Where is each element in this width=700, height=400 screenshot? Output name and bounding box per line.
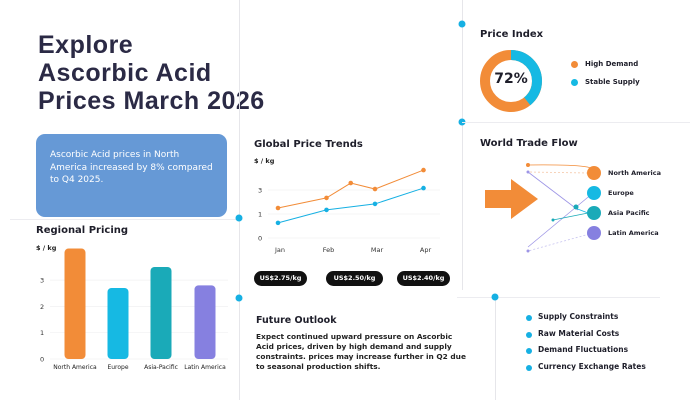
region-label: Asia Pacific bbox=[608, 209, 650, 217]
timeline-dot bbox=[235, 214, 243, 222]
flow-line bbox=[552, 212, 589, 221]
y-tick-label: 2 bbox=[40, 303, 44, 311]
region-node-asia-pacific bbox=[587, 206, 601, 220]
region-node-latin-america bbox=[587, 226, 601, 240]
highlight-box: Ascorbic Acid prices in North America in… bbox=[36, 134, 227, 217]
region-node-europe bbox=[587, 186, 601, 200]
legend-high-demand: High Demand bbox=[585, 60, 639, 68]
divider bbox=[495, 297, 496, 400]
title-line-2: Ascorbic Acid bbox=[38, 59, 212, 87]
x-tick-label: Latin America bbox=[184, 364, 226, 371]
factor-item: Demand Fluctuations bbox=[538, 345, 629, 354]
donut-slice-stable-supply bbox=[480, 50, 542, 112]
timeline-dot bbox=[491, 293, 499, 301]
bar-asia-pacific bbox=[150, 266, 172, 359]
line-chart: 0 1 3 Jan Feb Mar Apr bbox=[258, 167, 440, 254]
series-line-orange bbox=[277, 169, 424, 209]
data-point bbox=[348, 180, 354, 186]
bar-europe bbox=[107, 287, 129, 359]
timeline-dot bbox=[458, 20, 466, 28]
future-outlook-text: Expect continued upward pressure on Asco… bbox=[256, 332, 466, 371]
divider bbox=[462, 0, 463, 290]
y-tick-label: 1 bbox=[258, 211, 262, 219]
y-tick-label: 0 bbox=[40, 356, 44, 364]
bar-ylabel: $ / kg bbox=[36, 244, 57, 252]
bullet-icon bbox=[526, 365, 532, 371]
factor-item: Supply Constraints bbox=[538, 312, 619, 321]
donut-center-label: 72% bbox=[494, 71, 528, 87]
region-node-north-america bbox=[587, 166, 601, 180]
flow-line bbox=[527, 164, 594, 174]
region-label: North America bbox=[608, 169, 661, 177]
world-trade-flow-title: World Trade Flow bbox=[480, 138, 578, 149]
flow-line bbox=[527, 232, 594, 252]
data-point bbox=[324, 195, 329, 201]
highlight-text: Ascorbic Acid prices in North America in… bbox=[50, 150, 213, 185]
divider bbox=[10, 219, 239, 220]
factor-item: Currency Exchange Rates bbox=[538, 362, 646, 371]
x-tick-label: North America bbox=[53, 364, 97, 371]
y-tick-label: 0 bbox=[258, 235, 262, 243]
data-point bbox=[275, 205, 281, 211]
x-tick-label: Jan bbox=[274, 246, 285, 254]
price-tag: US$2.75/kg bbox=[254, 271, 307, 286]
x-tick-label: Apr bbox=[420, 246, 432, 254]
legend-dot-high-demand bbox=[571, 61, 578, 68]
divider bbox=[239, 0, 240, 400]
flow-line bbox=[527, 192, 594, 248]
legend-stable-supply: Stable Supply bbox=[585, 78, 640, 86]
flow-line bbox=[527, 171, 579, 211]
bullet-icon bbox=[526, 348, 532, 354]
title-line-1: Explore bbox=[38, 31, 134, 59]
legend-dot-stable-supply bbox=[571, 79, 578, 86]
region-label: Europe bbox=[608, 189, 634, 197]
factor-item: Raw Material Costs bbox=[538, 329, 620, 338]
flow-line bbox=[527, 171, 589, 174]
divider bbox=[462, 122, 690, 123]
future-outlook-title: Future Outlook bbox=[256, 315, 337, 326]
global-price-trends-title: Global Price Trends bbox=[254, 139, 363, 150]
y-tick-label: 3 bbox=[40, 277, 44, 285]
bullet-icon bbox=[526, 332, 532, 338]
bar-north-america bbox=[64, 248, 86, 359]
regional-pricing-title: Regional Pricing bbox=[36, 225, 129, 236]
bar-chart: 0 1 2 3 North America Europe Asia-Pacific Latin… bbox=[40, 248, 228, 371]
data-point bbox=[372, 186, 378, 192]
x-tick-label: Europe bbox=[107, 364, 128, 371]
title-line-3: Prices March 2026 bbox=[38, 87, 265, 115]
series-line-blue bbox=[277, 187, 424, 224]
data-point bbox=[324, 207, 329, 213]
x-tick-label: Mar bbox=[371, 246, 384, 254]
bullet-icon bbox=[526, 315, 532, 321]
data-point bbox=[421, 185, 426, 191]
big-arrow-icon bbox=[485, 179, 538, 219]
divider bbox=[457, 297, 660, 298]
y-tick-label: 3 bbox=[258, 187, 262, 195]
data-point bbox=[275, 220, 281, 226]
line-ylabel: $ / kg bbox=[254, 157, 275, 165]
bar-latin-america bbox=[194, 285, 216, 359]
x-tick-label: Asia-Pacific bbox=[144, 364, 178, 371]
price-tag: US$2.40/kg bbox=[397, 271, 450, 286]
data-point bbox=[421, 167, 426, 173]
x-tick-label: Feb bbox=[323, 246, 335, 254]
y-tick-label: 1 bbox=[40, 329, 44, 337]
donut-chart bbox=[480, 50, 542, 112]
price-index-title: Price Index bbox=[480, 29, 544, 40]
price-tag: US$2.50/kg bbox=[326, 271, 383, 286]
trade-flow-diagram bbox=[485, 163, 601, 253]
data-point bbox=[372, 201, 378, 207]
region-label: Latin America bbox=[608, 229, 659, 237]
timeline-dot bbox=[235, 294, 243, 302]
